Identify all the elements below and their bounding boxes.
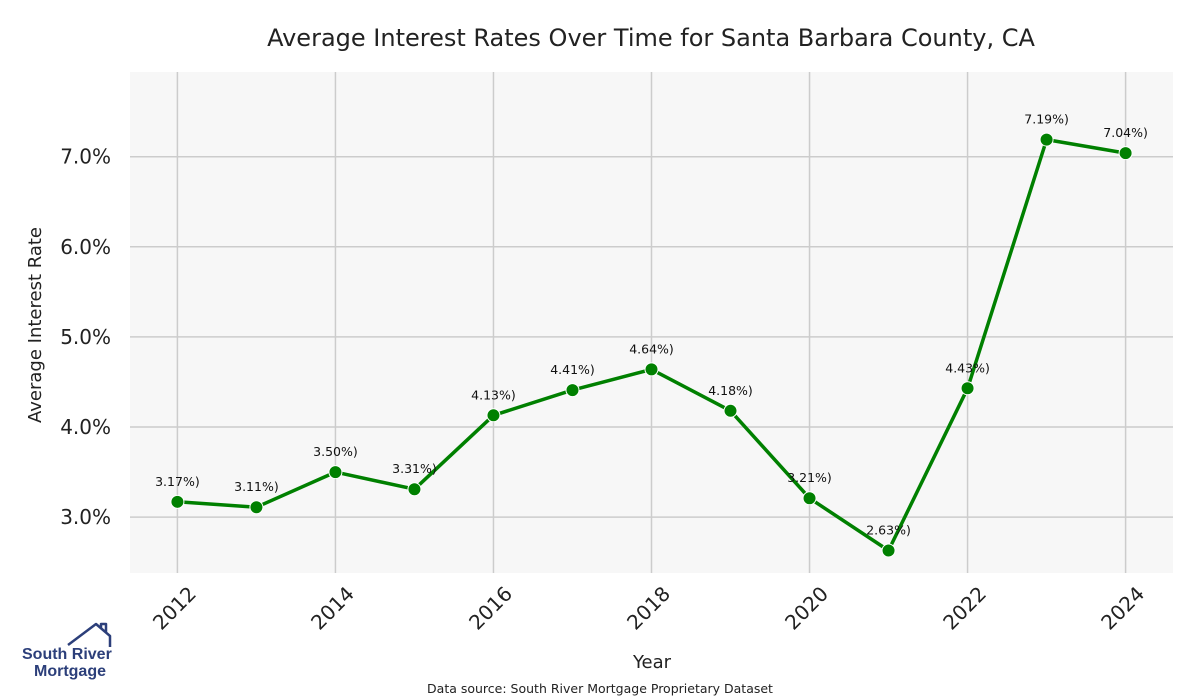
data-label: 3.21%) <box>787 470 832 485</box>
data-label: 7.04%) <box>1103 125 1148 140</box>
data-point <box>565 383 580 398</box>
data-label: 4.43%) <box>945 360 990 375</box>
south-river-logo: South River Mortgage <box>22 622 112 680</box>
data-point <box>328 465 343 480</box>
data-labels: 3.17%) 3.11%) 3.50%) 3.31%) 4.13%) 4.41%) 4.64… <box>155 112 1148 538</box>
x-axis-label: Year <box>632 652 672 673</box>
data-label: 4.41%) <box>550 362 595 377</box>
data-label: 4.13%) <box>471 387 516 402</box>
x-axis-ticks: 2012 2014 2016 2018 2020 2022 2024 <box>148 582 1149 635</box>
y-tick-label: 5.0% <box>60 325 111 349</box>
x-tick-label: 2018 <box>622 582 675 635</box>
data-point <box>960 381 975 396</box>
y-tick-label: 7.0% <box>60 145 111 169</box>
data-label: 3.31%) <box>392 461 437 476</box>
data-point <box>1039 132 1054 147</box>
data-label: 7.19%) <box>1024 112 1069 127</box>
data-label: 3.50%) <box>313 444 358 459</box>
data-point <box>802 491 817 506</box>
x-tick-label: 2016 <box>464 582 517 635</box>
logo-line-2: Mortgage <box>34 663 106 680</box>
house-roof-icon <box>67 622 112 647</box>
x-tick-label: 2024 <box>1096 582 1149 635</box>
data-point <box>486 408 501 423</box>
y-axis-label: Average Interest Rate <box>25 227 46 423</box>
chart-title: Average Interest Rates Over Time for San… <box>267 24 1035 52</box>
data-point <box>1118 146 1133 161</box>
y-tick-label: 4.0% <box>60 415 111 439</box>
x-tick-label: 2014 <box>306 582 359 635</box>
data-point <box>407 482 422 497</box>
data-point <box>881 543 896 558</box>
data-label: 2.63%) <box>866 522 911 537</box>
data-point <box>249 500 264 515</box>
data-label: 3.17%) <box>155 474 200 489</box>
x-tick-label: 2020 <box>780 582 833 635</box>
data-label: 4.64%) <box>629 341 674 356</box>
logo-line-1: South River <box>22 646 112 663</box>
grid-lines <box>130 72 1173 573</box>
y-tick-label: 3.0% <box>60 505 111 529</box>
y-tick-label: 6.0% <box>60 235 111 259</box>
data-point <box>170 494 185 509</box>
x-tick-label: 2012 <box>148 582 201 635</box>
y-axis-ticks: 3.0% 4.0% 5.0% 6.0% 7.0% <box>60 145 111 529</box>
data-label: 4.18%) <box>708 383 753 398</box>
data-source-note: Data source: South River Mortgage Propri… <box>427 681 773 696</box>
data-label: 3.11%) <box>234 479 279 494</box>
data-point <box>723 403 738 418</box>
series-line <box>170 132 1133 558</box>
data-point <box>644 362 659 377</box>
x-tick-label: 2022 <box>938 582 991 635</box>
